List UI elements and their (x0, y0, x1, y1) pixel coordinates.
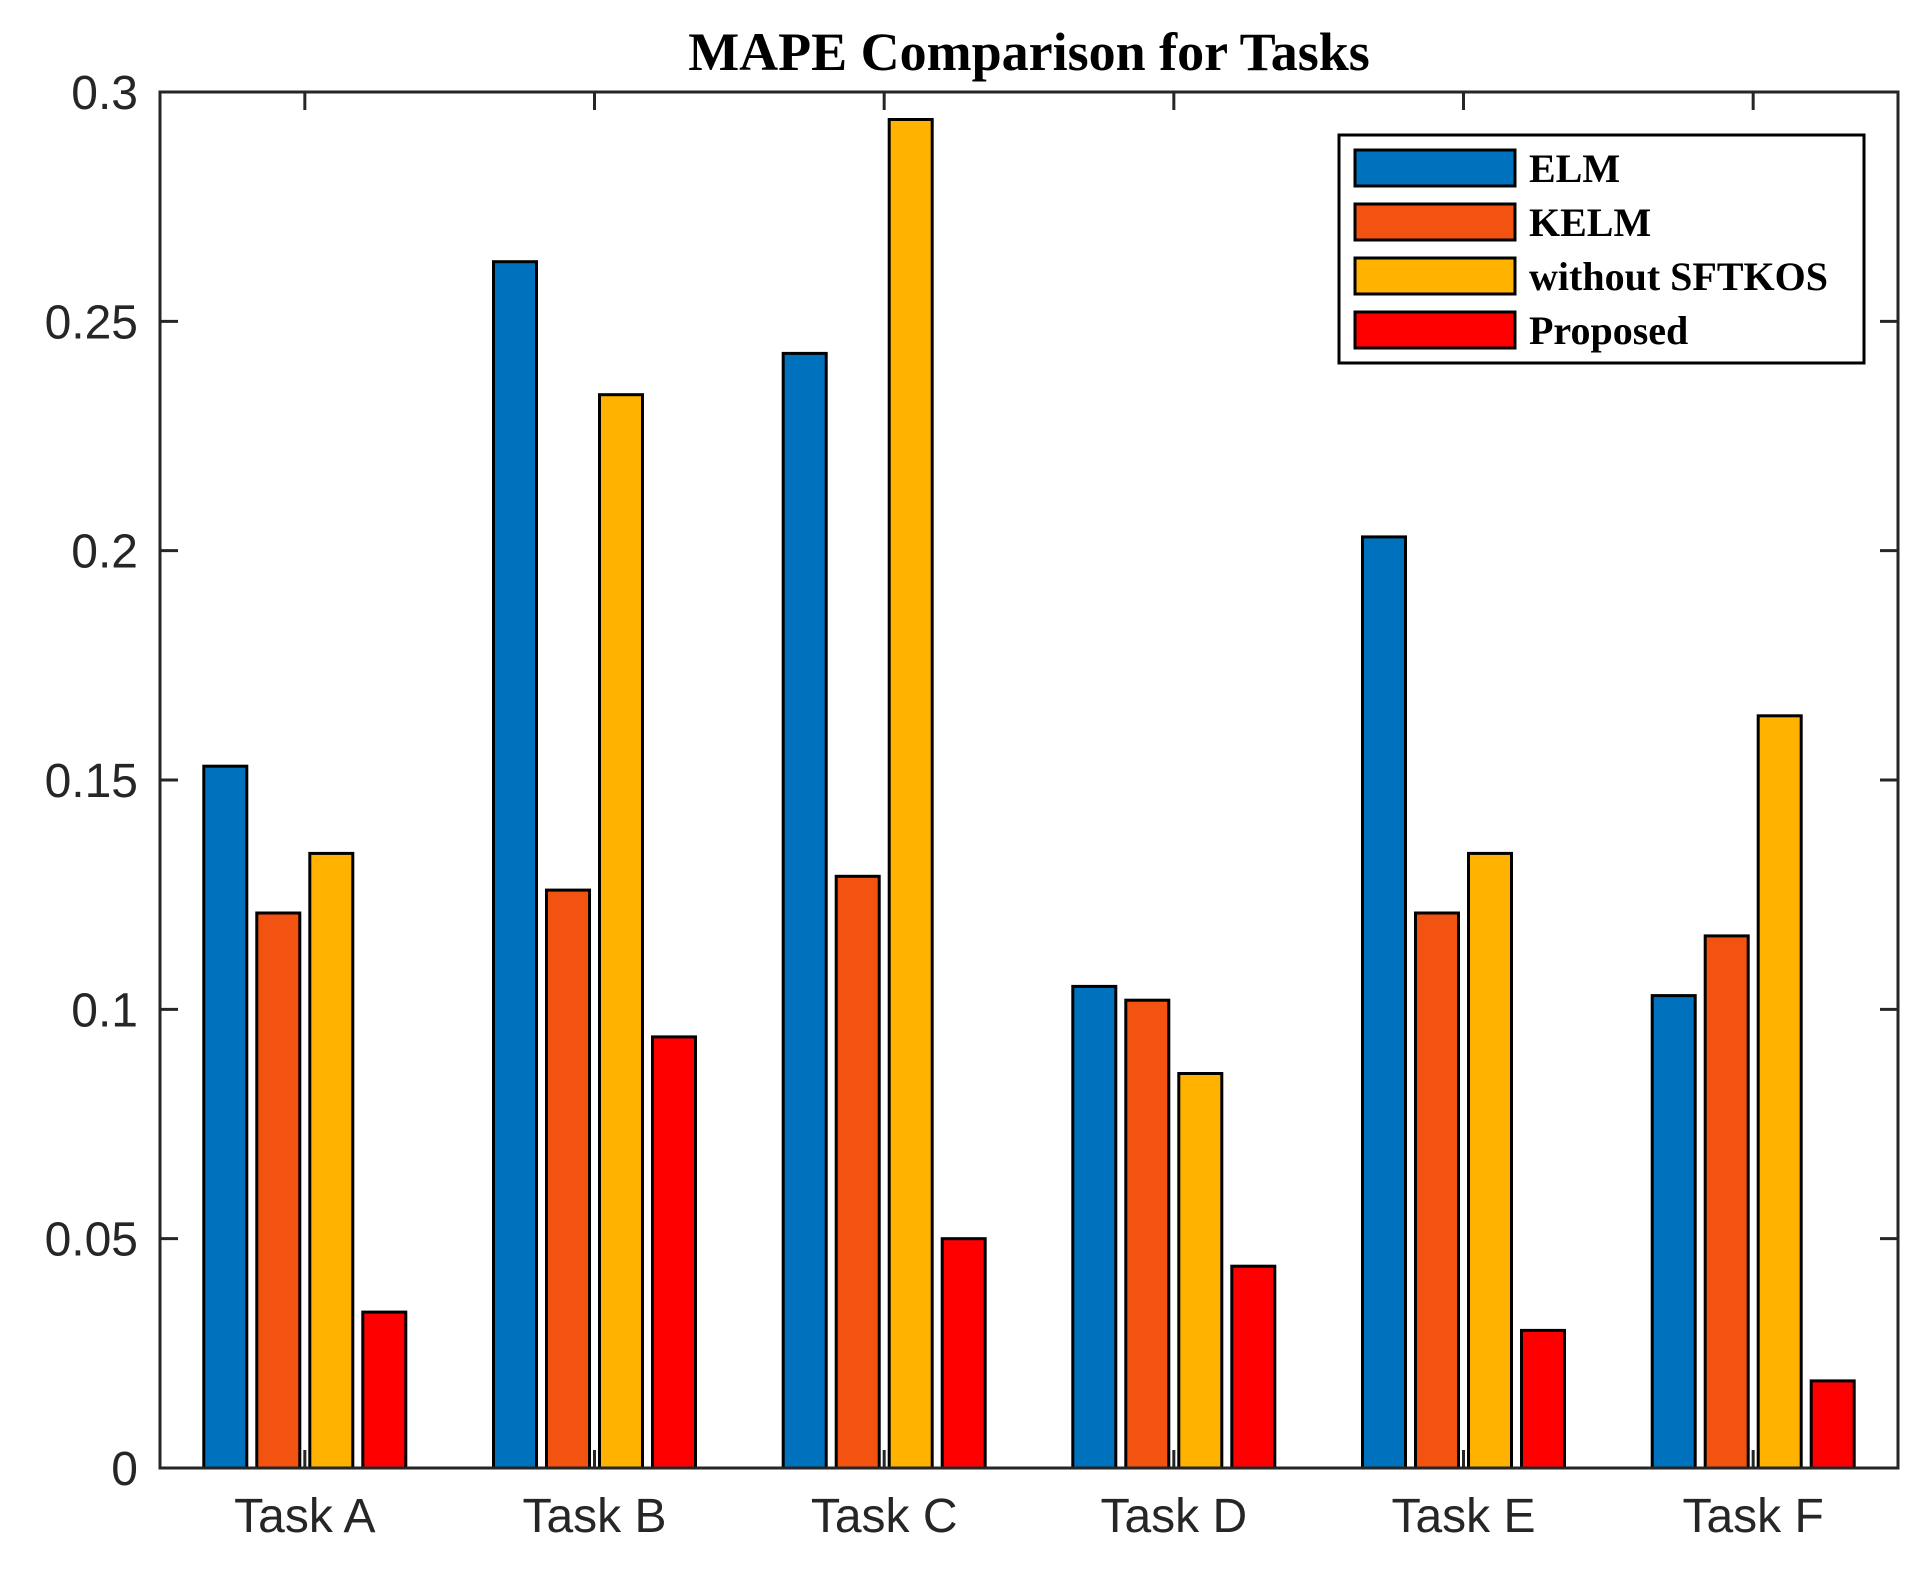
bar-kelm-task-e (1414, 911, 1460, 1470)
bar-without-sftkos-task-f (1756, 714, 1803, 1470)
bar-elm-task-d (1071, 984, 1118, 1470)
bar-kelm-task-c (834, 874, 881, 1470)
bar-proposed-task-e (1520, 1328, 1566, 1470)
chart-title: MAPE Comparison for Tasks (688, 22, 1370, 82)
y-tick-label: 0 (111, 1443, 138, 1496)
x-tick-label: Task C (811, 1490, 958, 1543)
bar-kelm-task-b (545, 888, 591, 1470)
y-tick-label: 0.2 (71, 526, 138, 579)
bar-elm-task-b (492, 260, 538, 1470)
x-tick-label: Task D (1100, 1490, 1247, 1543)
x-tick-label: Task B (522, 1490, 666, 1543)
bar-without-sftkos-task-d (1177, 1072, 1224, 1470)
bar-without-sftkos-task-b (598, 393, 644, 1470)
bar-without-sftkos-task-a (308, 851, 355, 1470)
bar-proposed-task-f (1809, 1379, 1856, 1470)
legend-swatch-proposed (1353, 310, 1517, 350)
legend-label: without SFTKOS (1529, 254, 1828, 299)
bars-layer (202, 118, 1856, 1470)
y-tick-label: 0.3 (71, 67, 138, 120)
bar-without-sftkos-task-e (1467, 851, 1513, 1470)
bar-elm-task-e (1361, 535, 1407, 1470)
bar-elm-task-f (1650, 994, 1697, 1470)
bar-kelm-task-a (255, 911, 302, 1470)
x-tick-label: Task A (234, 1490, 375, 1543)
bar-proposed-task-b (651, 1035, 697, 1470)
bar-elm-task-c (781, 351, 828, 1470)
axes-layer: 0 0.05 0.1 0.15 0.2 0.25 0.3 Task A Task B Task C… (45, 67, 1898, 1543)
y-tick-label: 0.05 (45, 1214, 138, 1267)
legend-swatch-without-sftkos (1353, 256, 1517, 296)
y-tick-label: 0.25 (45, 296, 138, 349)
x-tick-label: Task F (1682, 1490, 1823, 1543)
y-tick-label: 0.15 (45, 755, 138, 808)
bar-without-sftkos-task-c (887, 118, 934, 1470)
bar-proposed-task-c (940, 1237, 987, 1470)
bar-proposed-task-d (1230, 1264, 1277, 1470)
y-tick-label: 0.1 (71, 984, 138, 1037)
legend-label: KELM (1529, 200, 1651, 245)
bar-kelm-task-d (1124, 998, 1171, 1470)
x-tick-label: Task E (1391, 1490, 1535, 1543)
legend: ELM KELM without SFTKOS Proposed (1337, 133, 1866, 365)
legend-label: ELM (1529, 146, 1620, 191)
bar-elm-task-a (202, 764, 249, 1470)
bar-kelm-task-f (1703, 934, 1750, 1470)
legend-swatch-kelm (1353, 202, 1517, 242)
bar-proposed-task-a (361, 1310, 408, 1470)
legend-swatch-elm (1353, 148, 1517, 188)
legend-label: Proposed (1529, 308, 1688, 353)
